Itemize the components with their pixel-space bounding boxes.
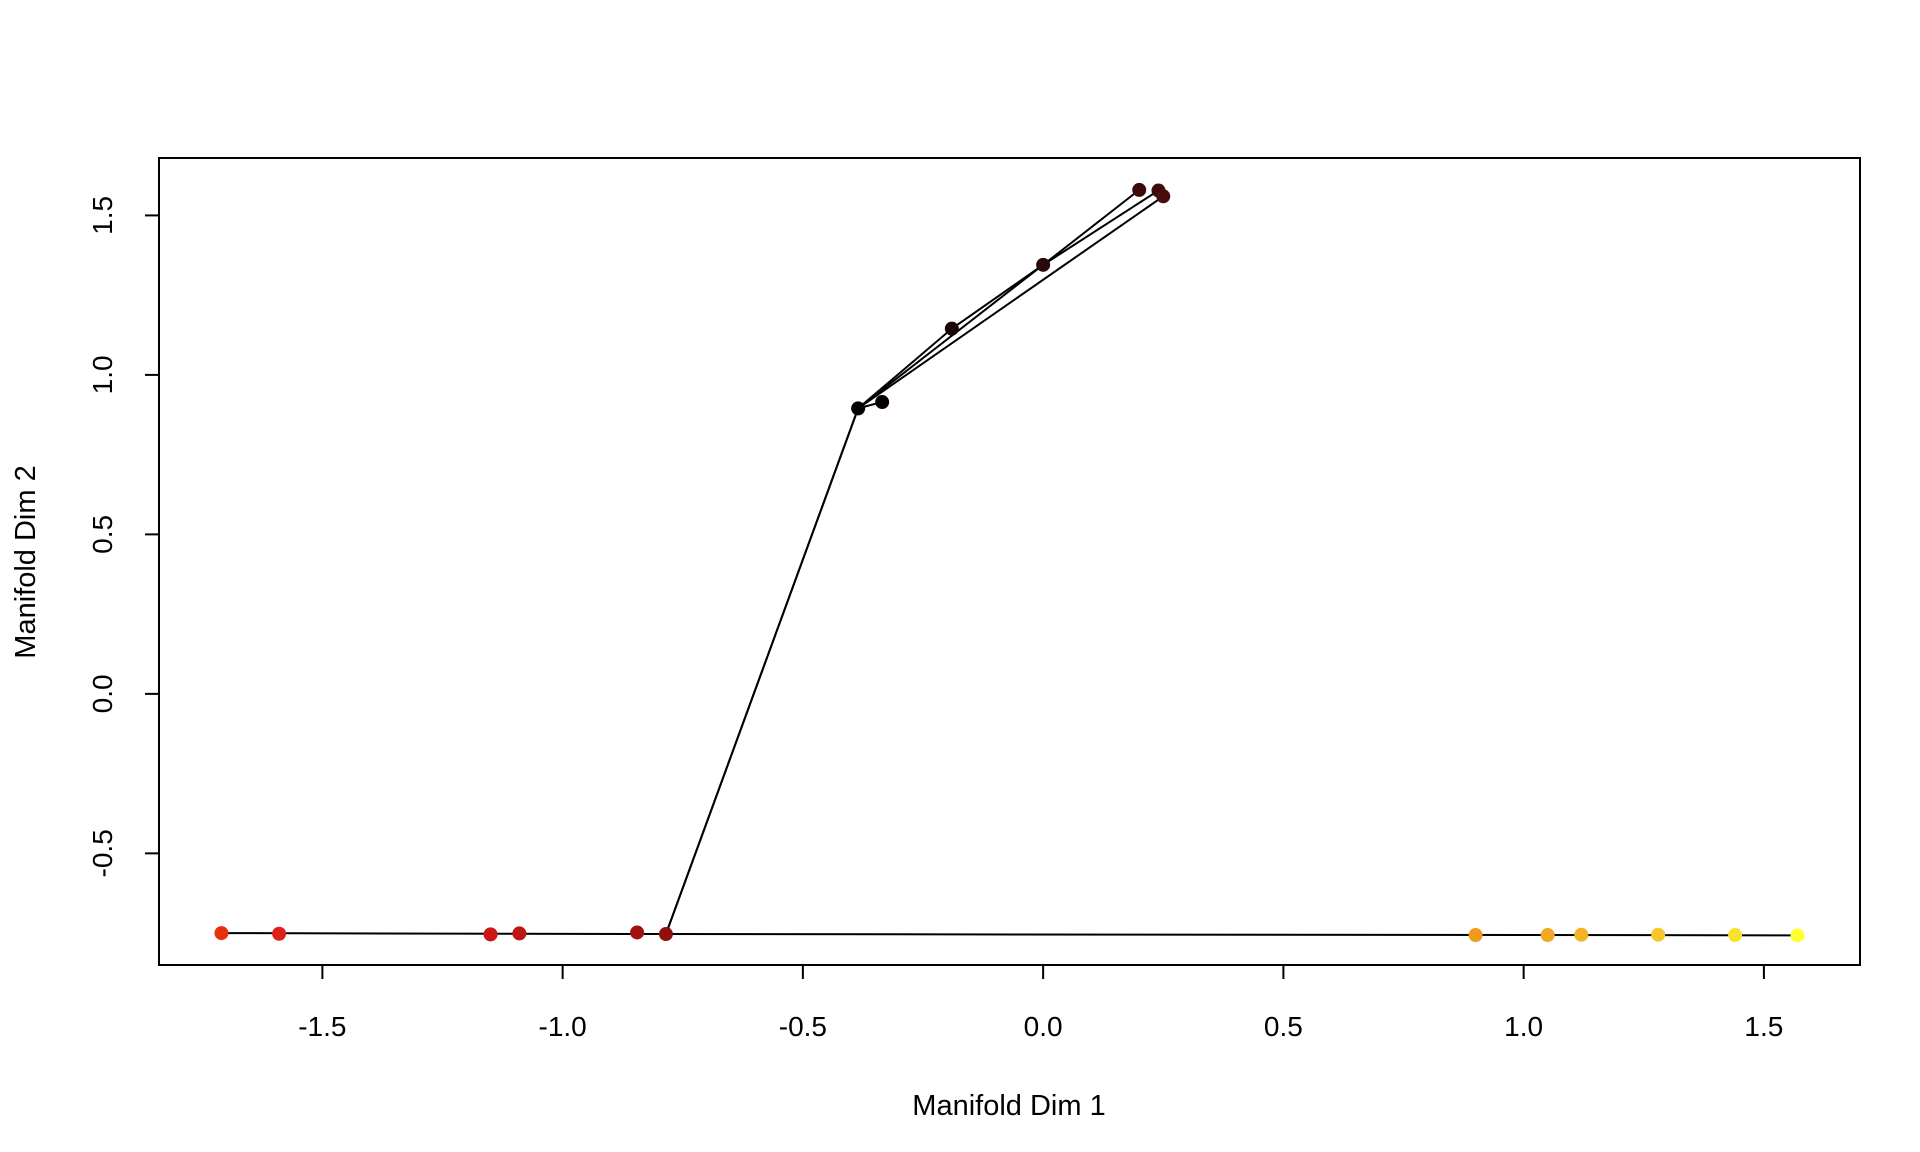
- y-tick-label-1: 0.0: [87, 674, 118, 713]
- trajectory-line-1: [664, 189, 1140, 935]
- trajectory-lines: [221, 189, 1798, 937]
- data-point-17: [1728, 928, 1743, 943]
- x-tick-label-3: 0.0: [1024, 1011, 1063, 1042]
- x-tick-label-5: 1.0: [1504, 1011, 1543, 1042]
- y-axis-title: Manifold Dim 2: [10, 465, 42, 658]
- x-tick-label-2: -0.5: [779, 1011, 827, 1042]
- data-point-13: [1468, 928, 1483, 943]
- x-tick-label-6: 1.5: [1744, 1011, 1783, 1042]
- plot-frame: [158, 157, 1861, 966]
- data-point-7: [875, 395, 890, 410]
- x-tick-label-0: -1.5: [298, 1011, 346, 1042]
- data-point-12: [1156, 189, 1171, 204]
- data-point-15: [1574, 927, 1589, 942]
- data-point-0: [214, 926, 229, 941]
- data-point-1: [272, 926, 287, 941]
- data-point-2: [483, 927, 498, 942]
- y-tick-label-0: -0.5: [87, 829, 118, 877]
- trajectory-line-3: [857, 195, 1164, 410]
- data-point-6: [851, 401, 866, 416]
- data-point-4: [630, 925, 645, 940]
- data-point-5: [658, 927, 673, 942]
- data-point-14: [1540, 928, 1555, 943]
- trajectory-line-2: [664, 189, 1159, 935]
- y-tick-label-4: 1.5: [87, 196, 118, 235]
- data-point-3: [512, 926, 527, 941]
- y-tick-label-3: 1.0: [87, 355, 118, 394]
- data-point-10: [1132, 182, 1147, 197]
- data-point-9: [1036, 257, 1051, 272]
- x-axis: -1.5 -1.0 -0.5 0.0 0.5 1.0 1.5: [298, 964, 1783, 1042]
- data-points: [214, 182, 1805, 943]
- x-axis-title: Manifold Dim 1: [912, 1090, 1105, 1122]
- data-point-8: [944, 321, 959, 336]
- data-point-16: [1651, 927, 1666, 942]
- x-tick-label-1: -1.0: [539, 1011, 587, 1042]
- y-axis: -0.5 0.0 0.5 1.0 1.5: [87, 196, 160, 877]
- x-tick-label-4: 0.5: [1264, 1011, 1303, 1042]
- trajectory-line-0: [221, 932, 1798, 937]
- y-tick-label-2: 0.5: [87, 515, 118, 554]
- data-point-18: [1790, 928, 1805, 943]
